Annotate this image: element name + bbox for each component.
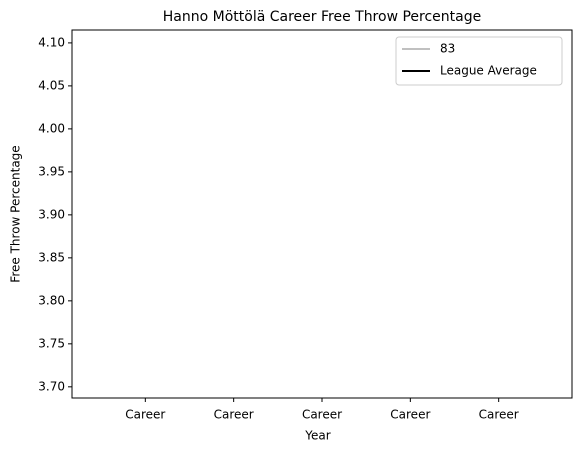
y-tick-label: 3.75 — [38, 336, 65, 350]
y-axis-label: Free Throw Percentage — [9, 145, 23, 282]
x-tick-label: Career — [302, 408, 342, 422]
y-tick-label: 4.05 — [38, 78, 65, 92]
y-tick-label: 4.10 — [38, 35, 65, 49]
legend-label: League Average — [440, 64, 537, 78]
y-tick-label: 3.85 — [38, 250, 65, 264]
legend-box — [395, 36, 563, 86]
x-axis-label: Year — [304, 429, 330, 443]
chart-title: Hanno Möttölä Career Free Throw Percenta… — [163, 9, 481, 25]
y-tick-label: 4.00 — [38, 121, 65, 135]
x-tick-label: Career — [479, 408, 519, 422]
x-tick-label: Career — [214, 408, 254, 422]
y-tick-label: 3.95 — [38, 164, 65, 178]
x-tick-label: Career — [390, 408, 430, 422]
y-tick-label: 3.80 — [38, 293, 65, 307]
y-tick-label: 3.90 — [38, 207, 65, 221]
x-tick-label: Career — [125, 408, 165, 422]
legend-label: 83 — [440, 42, 455, 56]
y-tick-label: 3.70 — [38, 379, 65, 393]
